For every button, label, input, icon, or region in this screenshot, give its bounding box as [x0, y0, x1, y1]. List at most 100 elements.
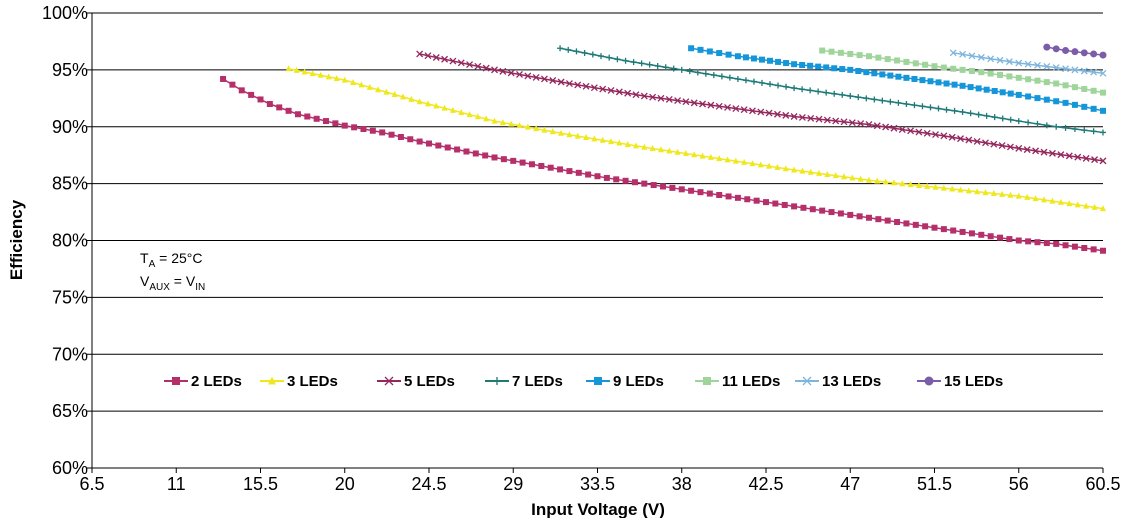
data-point — [915, 128, 923, 136]
data-point — [832, 172, 839, 179]
data-point — [603, 174, 610, 181]
data-point — [499, 119, 506, 126]
data-point — [449, 106, 456, 113]
temperature-condition: TA = 25°C — [140, 250, 202, 270]
data-point — [863, 69, 870, 76]
data-point — [670, 65, 677, 72]
data-point — [874, 177, 881, 184]
data-point — [678, 186, 685, 193]
data-point — [991, 88, 998, 94]
data-point — [594, 173, 601, 180]
data-point — [547, 164, 554, 171]
data-point — [996, 56, 1004, 64]
data-point — [894, 219, 901, 226]
data-point — [865, 121, 873, 128]
data-point — [765, 109, 773, 117]
data-point — [732, 105, 740, 113]
legend-item: 2 LEDs — [164, 373, 242, 390]
data-point — [1007, 116, 1014, 123]
data-point — [987, 70, 994, 77]
data-point — [1091, 203, 1098, 210]
data-point — [847, 211, 854, 218]
data-point — [898, 126, 906, 133]
data-point — [581, 49, 588, 56]
data-point — [491, 154, 498, 161]
data-point — [987, 233, 994, 240]
data-point — [1081, 245, 1088, 252]
data-point — [1065, 152, 1073, 160]
data-point — [341, 122, 348, 129]
data-point — [887, 72, 894, 79]
data-point — [1007, 191, 1014, 198]
data-point — [865, 53, 872, 60]
data-point — [1062, 124, 1069, 131]
data-point — [1071, 84, 1078, 91]
data-point — [949, 49, 957, 57]
data-point — [650, 182, 657, 189]
data-point — [565, 80, 573, 87]
data-point — [697, 189, 704, 196]
data-point — [304, 113, 311, 120]
data-point — [899, 180, 906, 187]
data-point — [433, 102, 440, 109]
series-13-leds — [949, 49, 1107, 77]
data-point — [890, 124, 898, 132]
data-point — [982, 189, 989, 196]
data-point — [967, 84, 974, 91]
data-point — [911, 102, 918, 109]
data-point — [1090, 68, 1098, 76]
data-point — [424, 100, 431, 107]
data-point — [1100, 247, 1106, 254]
data-point — [798, 113, 806, 121]
data-point — [943, 106, 950, 113]
data-point — [974, 188, 981, 195]
data-point — [832, 117, 840, 125]
data-point — [293, 66, 300, 73]
data-point — [783, 60, 790, 67]
legend-item: 3 LEDs — [260, 373, 338, 390]
data-point — [831, 90, 838, 97]
series-15-leds — [1043, 43, 1107, 59]
data-point — [815, 63, 822, 70]
data-point — [688, 45, 695, 52]
data-point — [895, 99, 902, 106]
data-point — [716, 155, 723, 162]
data-point — [624, 89, 632, 97]
data-point — [1053, 98, 1060, 105]
y-tick-label: 65% — [52, 401, 88, 421]
data-point — [1048, 149, 1056, 157]
data-point — [632, 91, 640, 99]
data-point — [688, 187, 695, 194]
data-point — [1091, 156, 1099, 164]
data-point — [317, 71, 324, 78]
data-point — [388, 131, 395, 138]
data-point — [375, 86, 382, 93]
data-point — [1057, 151, 1065, 159]
data-point — [968, 230, 975, 237]
legend-label: 3 LEDs — [287, 373, 338, 390]
legend-item: 9 LEDs — [586, 373, 664, 390]
data-point — [975, 111, 982, 118]
data-point — [1080, 67, 1088, 75]
legend-label: 7 LEDs — [512, 373, 563, 390]
data-point — [1053, 240, 1060, 247]
data-point — [940, 184, 947, 191]
series-11-leds — [819, 47, 1106, 96]
data-point — [1066, 200, 1073, 207]
data-point — [706, 190, 713, 197]
data-point — [734, 53, 741, 60]
data-point — [791, 166, 798, 173]
data-point — [1099, 69, 1107, 77]
data-point — [662, 64, 669, 71]
data-point — [220, 75, 227, 82]
data-point — [608, 138, 615, 145]
data-point — [649, 144, 656, 151]
data-point — [1005, 58, 1013, 66]
data-point — [332, 120, 339, 127]
data-point — [973, 137, 981, 145]
data-point — [1081, 103, 1088, 110]
data-point — [750, 55, 757, 62]
series-9-leds — [688, 45, 1106, 114]
